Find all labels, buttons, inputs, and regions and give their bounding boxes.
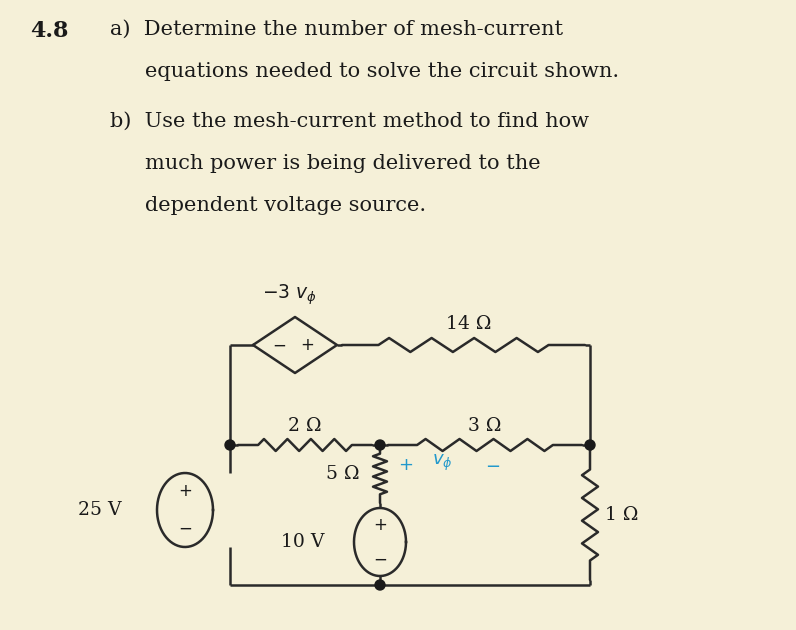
Text: 1 Ω: 1 Ω bbox=[605, 506, 638, 524]
Text: $v_\phi$: $v_\phi$ bbox=[432, 453, 453, 473]
Text: 2 Ω: 2 Ω bbox=[288, 417, 322, 435]
Text: much power is being delivered to the: much power is being delivered to the bbox=[145, 154, 540, 173]
Text: $-$: $-$ bbox=[485, 456, 500, 474]
Circle shape bbox=[225, 440, 235, 450]
Text: 4.8: 4.8 bbox=[30, 20, 68, 42]
Circle shape bbox=[585, 440, 595, 450]
Text: $+$: $+$ bbox=[373, 517, 387, 534]
Text: $+$: $+$ bbox=[398, 456, 413, 474]
Text: a)  Determine the number of mesh-current: a) Determine the number of mesh-current bbox=[110, 20, 563, 39]
Text: $+$: $+$ bbox=[178, 483, 192, 500]
Text: $-$: $-$ bbox=[178, 520, 192, 537]
Text: 3 Ω: 3 Ω bbox=[468, 417, 501, 435]
Text: dependent voltage source.: dependent voltage source. bbox=[145, 196, 426, 215]
Text: $-$: $-$ bbox=[373, 551, 387, 568]
Text: b)  Use the mesh-current method to find how: b) Use the mesh-current method to find h… bbox=[110, 112, 589, 131]
Circle shape bbox=[375, 580, 385, 590]
Text: $+$: $+$ bbox=[300, 336, 314, 353]
Text: 10 V: 10 V bbox=[281, 533, 324, 551]
Circle shape bbox=[375, 440, 385, 450]
Text: equations needed to solve the circuit shown.: equations needed to solve the circuit sh… bbox=[145, 62, 619, 81]
Text: 25 V: 25 V bbox=[79, 501, 122, 519]
Text: 14 Ω: 14 Ω bbox=[446, 315, 491, 333]
Text: $-3\ v_\phi$: $-3\ v_\phi$ bbox=[263, 282, 318, 307]
Text: 5 Ω: 5 Ω bbox=[326, 465, 360, 483]
Text: $-$: $-$ bbox=[272, 336, 286, 353]
